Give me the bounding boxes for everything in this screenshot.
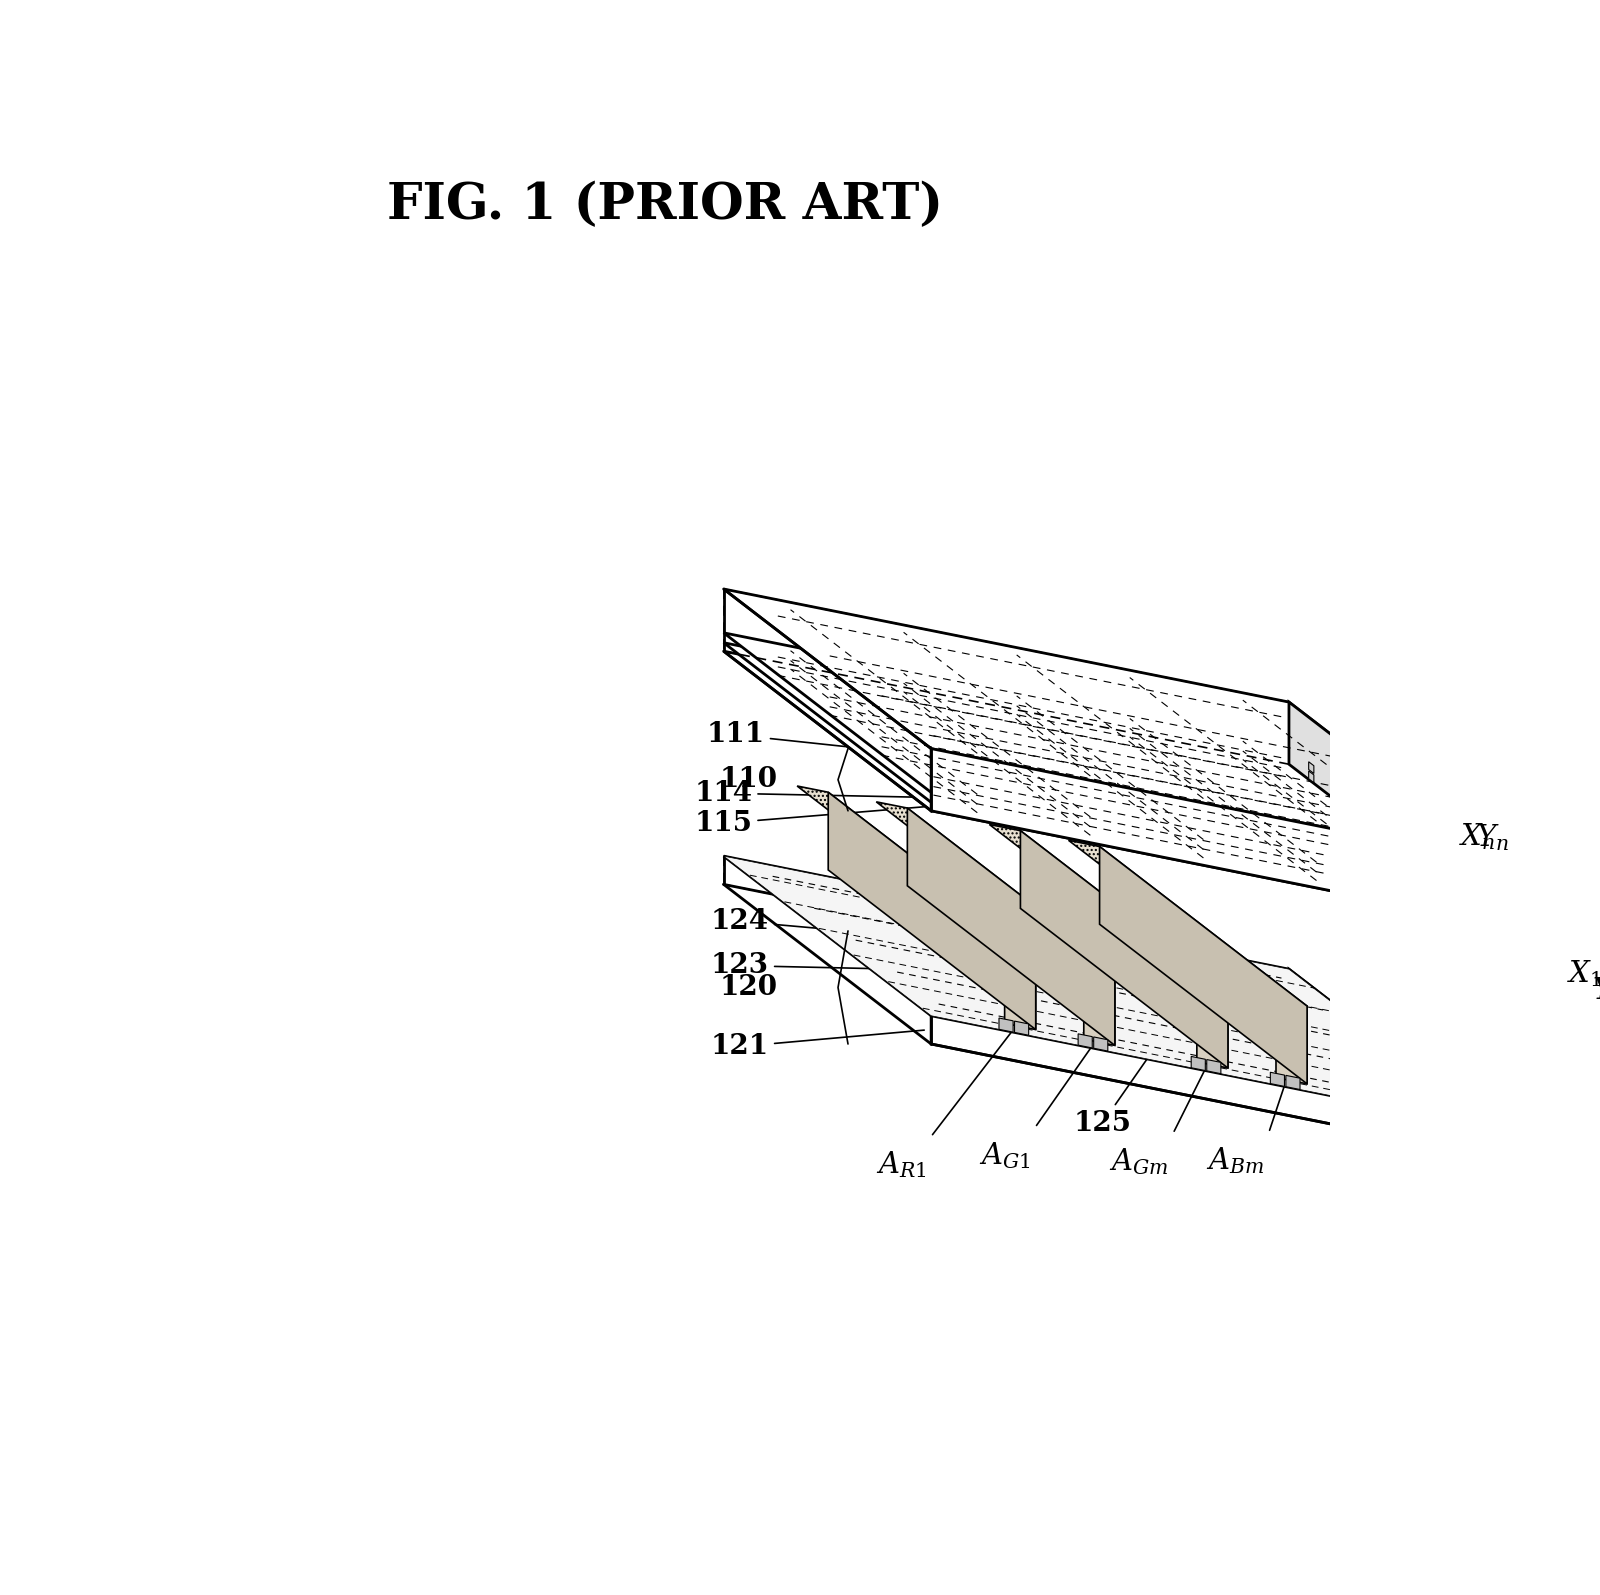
Text: 120: 120	[720, 975, 778, 1002]
Polygon shape	[1363, 804, 1368, 815]
Polygon shape	[723, 589, 1496, 861]
Polygon shape	[1197, 984, 1227, 1069]
Polygon shape	[1275, 1000, 1307, 1085]
Polygon shape	[1290, 702, 1496, 924]
Text: $A_{R1}$: $A_{R1}$	[877, 1150, 926, 1180]
Polygon shape	[931, 748, 1496, 924]
Polygon shape	[1286, 1075, 1301, 1089]
Polygon shape	[723, 857, 1496, 1129]
Text: FIG. 1 (PRIOR ART): FIG. 1 (PRIOR ART)	[387, 180, 942, 230]
Polygon shape	[1069, 841, 1307, 1006]
Polygon shape	[723, 651, 1496, 924]
Polygon shape	[877, 802, 1115, 968]
Text: 123: 123	[710, 952, 925, 979]
Polygon shape	[998, 1018, 1013, 1032]
Polygon shape	[1309, 770, 1314, 783]
Text: $X_n$: $X_n$	[1459, 821, 1496, 852]
Text: 110: 110	[720, 766, 778, 793]
Polygon shape	[1190, 1056, 1205, 1070]
Polygon shape	[931, 1016, 1496, 1156]
Polygon shape	[1309, 762, 1314, 774]
Polygon shape	[723, 633, 1496, 906]
Text: 124: 124	[710, 908, 925, 938]
Text: 115: 115	[694, 807, 925, 837]
Text: 114: 114	[694, 780, 925, 807]
Text: $A_{G1}$: $A_{G1}$	[979, 1140, 1030, 1171]
Polygon shape	[1363, 812, 1368, 825]
Text: $A_{Bm}$: $A_{Bm}$	[1206, 1145, 1264, 1176]
Polygon shape	[1413, 842, 1418, 853]
Polygon shape	[1206, 1059, 1221, 1073]
Polygon shape	[1466, 892, 1472, 904]
Text: 121: 121	[710, 1030, 925, 1061]
Polygon shape	[723, 857, 1496, 1129]
Polygon shape	[1290, 970, 1496, 1156]
Polygon shape	[1078, 1034, 1093, 1048]
Text: 125: 125	[1074, 1013, 1179, 1137]
Polygon shape	[1094, 1037, 1107, 1051]
Text: $X_1$: $X_1$	[1566, 959, 1600, 989]
Polygon shape	[797, 786, 1035, 952]
Text: $Y_n$: $Y_n$	[1475, 821, 1509, 853]
Polygon shape	[1270, 1072, 1285, 1086]
Polygon shape	[829, 793, 1035, 1030]
Polygon shape	[907, 809, 1115, 1045]
Polygon shape	[1466, 884, 1472, 895]
Polygon shape	[1413, 850, 1418, 863]
Polygon shape	[989, 825, 1227, 990]
Text: 111: 111	[707, 721, 928, 756]
Polygon shape	[1099, 847, 1307, 1085]
Polygon shape	[1014, 1021, 1029, 1035]
Polygon shape	[1021, 831, 1227, 1069]
Text: $A_{Gm}$: $A_{Gm}$	[1109, 1147, 1168, 1177]
Polygon shape	[1005, 946, 1035, 1030]
Polygon shape	[723, 643, 1496, 916]
Polygon shape	[1083, 962, 1115, 1045]
Text: $Y_1$: $Y_1$	[1592, 975, 1600, 1006]
